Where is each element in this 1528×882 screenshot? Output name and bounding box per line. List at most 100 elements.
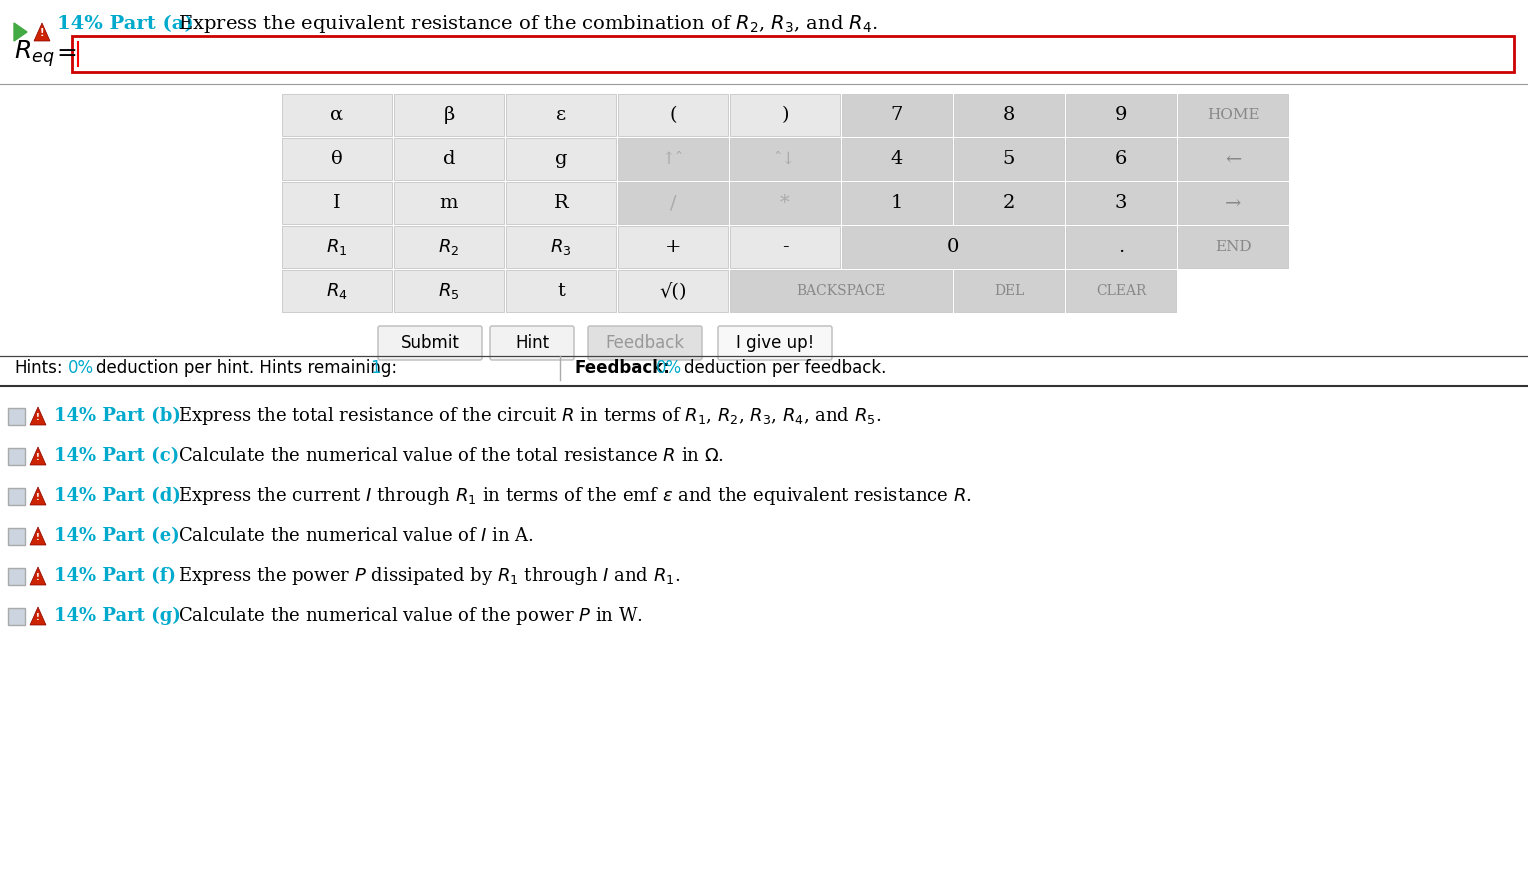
FancyBboxPatch shape [8,488,24,505]
Text: α: α [330,106,344,124]
Polygon shape [34,23,50,41]
FancyBboxPatch shape [506,226,616,268]
FancyBboxPatch shape [1067,138,1177,180]
Text: ε: ε [556,106,565,124]
FancyBboxPatch shape [842,226,1063,268]
Text: deduction per hint. Hints remaining:: deduction per hint. Hints remaining: [96,359,397,377]
Text: 14% Part (d): 14% Part (d) [53,487,180,505]
Text: !: ! [37,572,40,581]
FancyBboxPatch shape [718,326,833,360]
FancyBboxPatch shape [8,608,24,625]
Text: Calculate the numerical value of the total resistance $R$ in $\Omega$.: Calculate the numerical value of the tot… [177,447,724,465]
Text: 0%: 0% [656,359,681,377]
Text: $R_{eq}$: $R_{eq}$ [14,39,55,70]
Text: Express the power $P$ dissipated by $R_1$ through $I$ and $R_1$.: Express the power $P$ dissipated by $R_1… [177,565,680,587]
FancyBboxPatch shape [506,270,616,312]
Polygon shape [31,407,46,425]
Text: Feedback: Feedback [605,334,685,352]
Polygon shape [31,487,46,505]
Text: Feedback:: Feedback: [575,359,671,377]
Text: I: I [333,194,341,212]
Text: 2: 2 [1002,194,1015,212]
FancyBboxPatch shape [1178,182,1288,224]
Text: Calculate the numerical value of the power $P$ in W.: Calculate the numerical value of the pow… [177,605,643,627]
Text: CLEAR: CLEAR [1096,284,1146,298]
FancyBboxPatch shape [730,182,840,224]
Text: 14% Part (e): 14% Part (e) [53,527,180,545]
FancyBboxPatch shape [8,568,24,585]
Text: !: ! [37,492,40,502]
Text: 14% Part (a): 14% Part (a) [57,15,194,33]
Text: 8: 8 [1002,106,1015,124]
Text: 0: 0 [947,238,960,256]
FancyBboxPatch shape [842,138,952,180]
FancyBboxPatch shape [283,226,393,268]
FancyBboxPatch shape [72,36,1514,72]
Text: Express the total resistance of the circuit $R$ in terms of $R_1$, $R_2$, $R_3$,: Express the total resistance of the circ… [177,405,882,427]
FancyBboxPatch shape [8,528,24,545]
Text: θ: θ [332,150,342,168]
Text: $R_5$: $R_5$ [439,281,460,301]
Text: -: - [782,238,788,256]
Text: →: → [1225,194,1241,212]
FancyBboxPatch shape [1067,94,1177,136]
Text: t: t [558,282,565,300]
Text: ←: ← [1225,150,1241,168]
FancyBboxPatch shape [506,182,616,224]
Text: !: ! [37,533,40,542]
Text: m: m [440,194,458,212]
FancyBboxPatch shape [730,94,840,136]
FancyBboxPatch shape [617,270,727,312]
Text: ↑ˆ: ↑ˆ [662,151,685,168]
Text: !: ! [40,28,44,38]
Text: Calculate the numerical value of $I$ in A.: Calculate the numerical value of $I$ in … [177,527,533,545]
FancyBboxPatch shape [283,94,393,136]
Text: (: ( [669,106,677,124]
Text: 3: 3 [1115,194,1128,212]
Text: 14% Part (c): 14% Part (c) [53,447,179,465]
Text: 14% Part (b): 14% Part (b) [53,407,180,425]
FancyBboxPatch shape [394,226,504,268]
Text: !: ! [37,413,40,422]
Text: 6: 6 [1115,150,1128,168]
Text: Submit: Submit [400,334,460,352]
Polygon shape [31,567,46,585]
FancyBboxPatch shape [588,326,701,360]
FancyBboxPatch shape [953,270,1063,312]
Text: !: ! [37,452,40,461]
FancyBboxPatch shape [617,94,727,136]
FancyBboxPatch shape [1178,94,1288,136]
Text: DEL: DEL [993,284,1024,298]
Text: *: * [781,194,790,212]
FancyBboxPatch shape [490,326,575,360]
Text: $R_4$: $R_4$ [325,281,348,301]
Text: 1: 1 [891,194,903,212]
Text: d: d [443,150,455,168]
Text: END: END [1215,240,1251,254]
Text: +: + [665,238,681,256]
Text: Hint: Hint [515,334,549,352]
FancyBboxPatch shape [1067,182,1177,224]
FancyBboxPatch shape [394,270,504,312]
FancyBboxPatch shape [1067,226,1177,268]
Text: √(): √() [659,282,686,300]
Polygon shape [31,447,46,465]
FancyBboxPatch shape [730,138,840,180]
FancyBboxPatch shape [377,326,481,360]
FancyBboxPatch shape [506,94,616,136]
Text: 14% Part (f): 14% Part (f) [53,567,176,585]
Text: 0%: 0% [69,359,95,377]
FancyBboxPatch shape [842,94,952,136]
Text: R: R [553,194,568,212]
FancyBboxPatch shape [617,226,727,268]
Text: 14% Part (g): 14% Part (g) [53,607,180,625]
FancyBboxPatch shape [1067,270,1177,312]
Text: $R_1$: $R_1$ [327,237,348,257]
Polygon shape [31,607,46,625]
Text: .: . [1118,238,1125,256]
Text: $R_2$: $R_2$ [439,237,460,257]
Text: 9: 9 [1115,106,1128,124]
FancyBboxPatch shape [842,182,952,224]
Text: !: ! [37,612,40,622]
Text: Express the equivalent resistance of the combination of $R_2$, $R_3$, and $R_4$.: Express the equivalent resistance of the… [177,13,879,35]
